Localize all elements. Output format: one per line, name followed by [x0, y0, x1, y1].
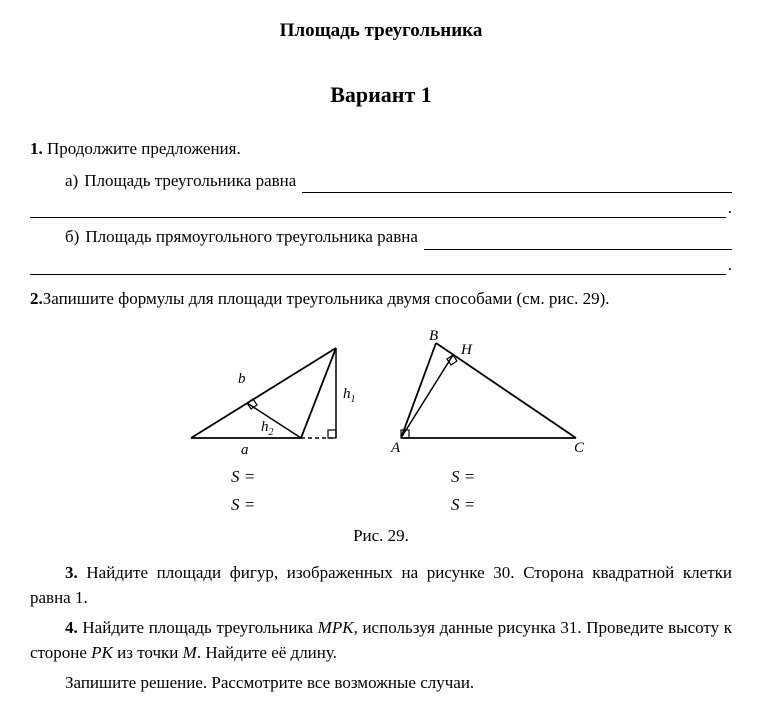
label-h1: h1 [343, 386, 356, 405]
label-H: H [460, 342, 473, 358]
question-1b: б) Площадь прямоугольного треугольника р… [30, 224, 732, 250]
fill-blank-1b[interactable] [424, 232, 732, 250]
formula-right: S = S = [381, 463, 591, 517]
question-1-number: 1. [30, 139, 43, 158]
fill-blank-1a-period: . [726, 198, 732, 218]
question-2-number: 2. [30, 289, 43, 308]
formula-right-s1: S = [451, 463, 591, 490]
figure-left-svg: a b h1 h2 [171, 328, 381, 458]
topic-title: Площадь треугольника [30, 20, 732, 42]
formula-left: S = S = [171, 463, 381, 517]
label-a: a [241, 442, 249, 458]
label-C: C [574, 440, 585, 456]
question-1a: а) Площадь треугольника равна [30, 168, 732, 194]
figures-container: a b h1 h2 S = S = [30, 328, 732, 517]
question-4-p2-text: Запишите решение. Рассмотрите все возмож… [65, 673, 474, 692]
question-4-pk: PK [91, 643, 113, 662]
question-1b-label: б) [65, 224, 79, 250]
question-4-text-a: Найдите площадь треугольника [82, 618, 317, 637]
question-1-text: Продолжите предложения. [47, 139, 241, 158]
formula-right-s2: S = [451, 491, 591, 518]
question-1: 1. Продолжите предложения. [30, 136, 732, 162]
question-4-number: 4. [65, 618, 78, 637]
fill-blank-1a-line2-wrap: . [30, 197, 732, 218]
question-2: 2.Запишите формулы для площади треугольн… [30, 285, 732, 314]
question-4-p2: Запишите решение. Рассмотрите все возмож… [30, 670, 732, 696]
variant-title: Вариант 1 [30, 82, 732, 108]
figure-caption: Рис. 29. [30, 526, 732, 546]
label-b: b [238, 371, 246, 387]
fill-blank-1b-period: . [726, 255, 732, 275]
question-3-number: 3. [65, 563, 78, 582]
label-A: A [390, 440, 401, 456]
question-4-text-d: . Найдите её длину. [197, 643, 337, 662]
question-4: 4. Найдите площадь треугольника MPK, исп… [30, 615, 732, 666]
question-3: 3. Найдите площади фигур, изображенных н… [30, 560, 732, 611]
question-1b-text: Площадь прямоугольного треугольника равн… [85, 224, 418, 250]
label-B: B [429, 328, 438, 344]
question-1a-text: Площадь треугольника равна [84, 168, 296, 194]
question-2-text: Запишите формулы для площади треугольник… [43, 289, 610, 308]
figure-right-block: A B C H S = S = [381, 328, 591, 517]
figure-left-block: a b h1 h2 S = S = [171, 328, 381, 517]
question-3-text: Найдите площади фигур, изображенных на р… [30, 563, 732, 608]
fill-blank-1b-line2[interactable] [30, 254, 726, 275]
formula-left-s1: S = [231, 463, 381, 490]
question-4-m: M [183, 643, 197, 662]
question-4-text-c: из точки [113, 643, 183, 662]
question-4-mpk: MPK [318, 618, 354, 637]
worksheet-page: Площадь треугольника Вариант 1 1. Продол… [0, 0, 757, 715]
label-h2: h2 [261, 419, 274, 438]
formula-left-s2: S = [231, 491, 381, 518]
fill-blank-1a-line2[interactable] [30, 197, 726, 218]
fill-blank-1a[interactable] [302, 175, 732, 193]
question-1a-label: а) [65, 168, 78, 194]
figure-right-svg: A B C H [381, 328, 591, 458]
fill-blank-1b-line2-wrap: . [30, 254, 732, 275]
